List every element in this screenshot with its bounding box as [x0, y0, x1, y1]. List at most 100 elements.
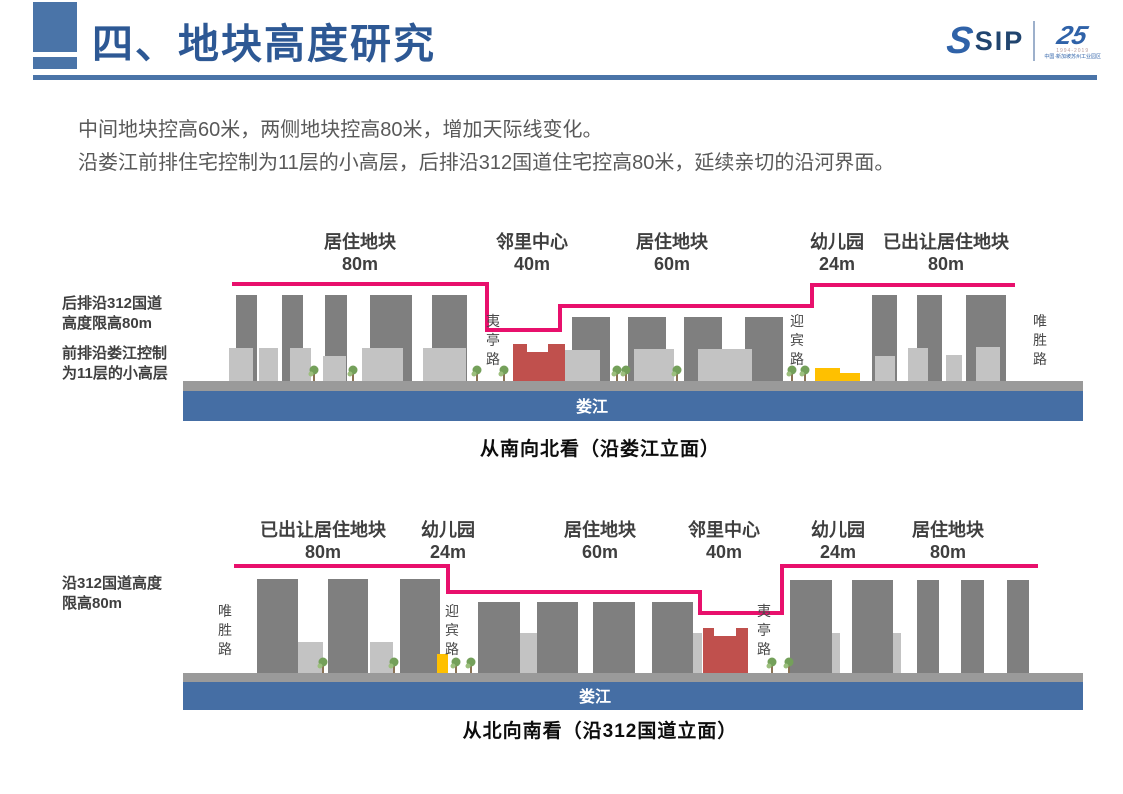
river	[183, 682, 1083, 710]
building-light	[370, 642, 393, 673]
zone-label: 幼儿园	[421, 519, 475, 540]
title-underline-rule	[33, 75, 1097, 80]
zone-height-label: 24m	[819, 254, 855, 274]
tree	[783, 657, 794, 673]
body-line-1: 中间地块控高60米，两侧地块控高80米，增加天际线变化。	[78, 119, 603, 141]
road-label-char: 路	[757, 641, 771, 657]
building-dark	[790, 580, 832, 673]
building-dark	[652, 602, 693, 673]
tree-trunk	[503, 374, 505, 381]
tree-trunk	[788, 666, 790, 673]
ground-strip	[183, 673, 1083, 682]
building-dark	[852, 580, 893, 673]
tree	[799, 365, 810, 381]
tree-trunk	[313, 374, 315, 381]
diagram-caption-1: 从南向北看（沿娄江立面）	[479, 439, 720, 460]
tree	[450, 657, 461, 673]
tree-foliage	[388, 663, 394, 669]
building-light	[693, 633, 702, 673]
road-label-char: 路	[445, 641, 459, 657]
zone-label: 居住地块	[324, 231, 397, 252]
diagram-caption-2: 从北向南看（沿312国道立面）	[462, 721, 738, 742]
building-yellow	[815, 368, 860, 381]
side-note-line: 后排沿312国道	[62, 294, 162, 312]
zone-height-label: 80m	[342, 254, 378, 274]
tree-trunk	[476, 374, 478, 381]
tree	[308, 365, 319, 381]
sip-logo: S SIP 25 1994-2019 中国·新加坡苏州工业园区	[944, 16, 1101, 66]
river	[183, 391, 1083, 421]
building-dark	[917, 580, 939, 673]
tree-trunk	[322, 666, 324, 673]
road-label-char: 亭	[486, 332, 500, 348]
zone-label: 幼儿园	[810, 231, 864, 252]
anniversary-caption: 中国·新加坡苏州工业园区	[1044, 54, 1101, 60]
zone-height-label: 80m	[928, 254, 964, 274]
height-limit-line	[234, 564, 1038, 615]
building-dark	[478, 602, 520, 673]
building-light	[520, 633, 537, 673]
tree-foliage	[799, 371, 805, 377]
tree-trunk	[455, 666, 457, 673]
road-label-char: 迎	[445, 603, 459, 619]
anniversary-years: 1994-2019	[1056, 48, 1090, 54]
tree-foliage	[450, 663, 456, 669]
tree-foliage	[786, 371, 792, 377]
building-red	[703, 628, 748, 673]
building-light	[259, 348, 278, 381]
side-note-line: 前排沿娄江控制	[62, 344, 167, 362]
tree-foliage	[465, 663, 471, 669]
tree	[671, 365, 682, 381]
building-light	[875, 356, 895, 381]
zone-label: 邻里中心	[496, 231, 568, 252]
title-decoration-square	[33, 2, 77, 52]
zone-height-label: 80m	[305, 542, 341, 562]
building-dark	[257, 579, 298, 673]
sip-s-mark-icon: S	[944, 20, 976, 62]
building-dark	[537, 602, 578, 673]
road-label-char: 迎	[790, 313, 804, 329]
river-label: 娄江	[576, 397, 608, 416]
body-line-2: 沿娄江前排住宅控制为11层的小高层，后排沿312国道住宅控高80米，延续亲切的沿…	[78, 152, 895, 174]
road-label-char: 宾	[790, 332, 804, 348]
zone-height-label: 60m	[582, 542, 618, 562]
tree-trunk	[791, 374, 793, 381]
logo-divider	[1033, 21, 1036, 61]
elevation-diagram-south-to-north: 娄江居住地块80m邻里中心40m居住地块60m幼儿园24m已出让居住地块80m后…	[62, 231, 1083, 421]
building-dark	[1007, 580, 1029, 673]
building-light	[832, 633, 840, 673]
tree-foliage	[620, 371, 626, 377]
ground-strip	[183, 381, 1083, 391]
tree	[786, 365, 797, 381]
sip-logo-text: SIP	[974, 25, 1025, 56]
title-decoration-bar	[33, 57, 77, 69]
road-label-char: 胜	[218, 622, 232, 638]
road-label-char: 唯	[1033, 313, 1047, 329]
tree-trunk	[352, 374, 354, 381]
tree	[347, 365, 358, 381]
road-label-char: 夷	[757, 603, 771, 619]
zone-label: 已出让居住地块	[260, 519, 387, 540]
building-light	[362, 348, 403, 381]
building-red	[513, 344, 565, 381]
zone-height-label: 60m	[654, 254, 690, 274]
zone-height-label: 24m	[820, 542, 856, 562]
road-label-char: 胜	[1033, 332, 1047, 348]
zone-height-label: 80m	[930, 542, 966, 562]
road-label-char: 路	[1033, 351, 1047, 367]
page-title: 四、地块高度研究	[92, 21, 436, 67]
zone-height-label: 24m	[430, 542, 466, 562]
zone-label: 幼儿园	[811, 519, 865, 540]
road-label-char: 路	[218, 641, 232, 657]
river-label: 娄江	[579, 687, 611, 706]
height-limit-line	[232, 282, 1015, 332]
building-light	[908, 348, 928, 381]
body-text: 中间地块控高60米，两侧地块控高80米，增加天际线变化。 沿娄江前排住宅控制为1…	[78, 114, 894, 180]
anniversary-logo: 25 1994-2019 中国·新加坡苏州工业园区	[1044, 20, 1101, 60]
elevation-diagram-north-to-south: 娄江已出让居住地块80m幼儿园24m居住地块60m邻里中心40m幼儿园24m居住…	[62, 519, 1083, 710]
road-label-char: 宾	[445, 622, 459, 638]
zone-height-label: 40m	[514, 254, 550, 274]
building-light	[229, 348, 253, 381]
zone-label: 邻里中心	[688, 519, 760, 540]
